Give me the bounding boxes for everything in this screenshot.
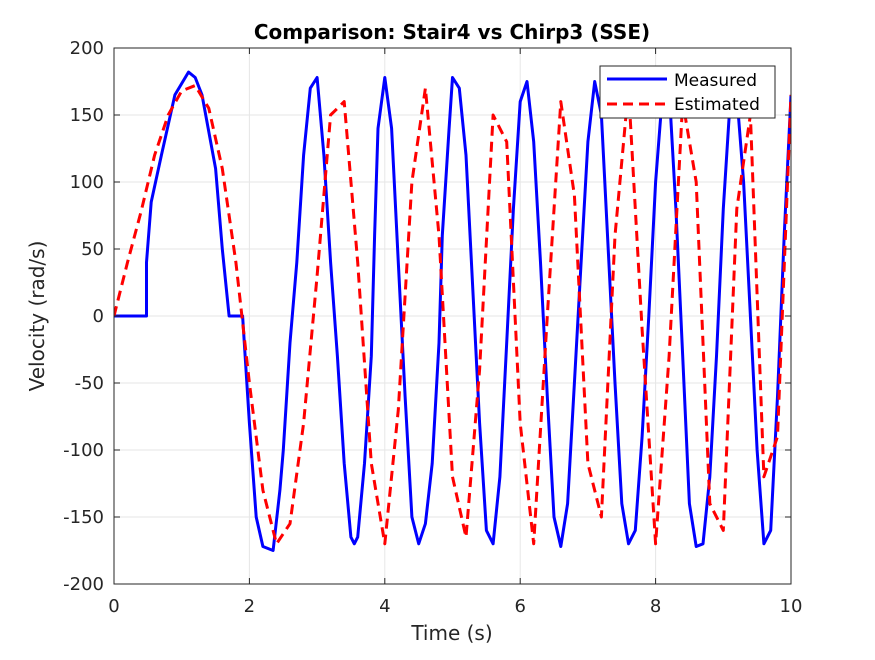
y-tick-label: 150 [70,105,104,126]
y-tick-label: -100 [63,440,104,461]
y-tick-label: -50 [75,373,104,394]
legend-box [599,65,776,119]
y-tick-label: 50 [81,239,104,260]
x-tick-label: 8 [650,596,661,617]
y-tick-label: 0 [93,306,104,327]
x-axis-label: Time (s) [410,621,492,645]
x-tick-label: 4 [379,596,390,617]
y-tick-label: -200 [63,574,104,595]
x-tick-labels: 0 2 4 6 8 10 [108,596,802,617]
y-tick-label: 200 [70,38,104,59]
y-tick-label: -150 [63,507,104,528]
legend-label-measured: Measured [674,71,757,91]
chart-title: Comparison: Stair4 vs Chirp3 (SSE) [254,20,650,44]
y-tick-label: 100 [70,172,104,193]
y-axis-label: Velocity (rad/s) [25,241,49,392]
y-tick-labels: 200 150 100 50 0 -50 -100 -150 -200 [63,38,104,595]
x-tick-label: 6 [514,596,525,617]
x-tick-label: 0 [108,596,119,617]
x-tick-label: 2 [244,596,255,617]
legend: Measured Estimated [599,65,776,119]
series-line-measured [114,70,791,552]
x-tick-label: 10 [780,596,803,617]
legend-label-estimated: Estimated [674,95,760,115]
series-layer [114,70,791,552]
tick-marks [113,47,792,585]
series-line-estimated [114,84,791,546]
